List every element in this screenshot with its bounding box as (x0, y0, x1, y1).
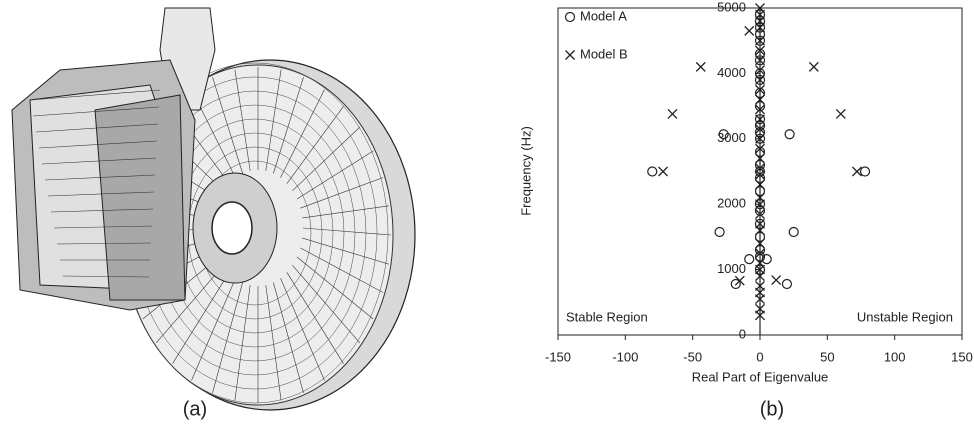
y-tick-label: 0 (739, 326, 746, 341)
point (648, 167, 657, 176)
point (659, 167, 668, 176)
point (772, 276, 781, 285)
x-tick-label: -100 (612, 349, 638, 364)
point (745, 255, 754, 264)
x-axis-label: Real Part of Eigenvalue (692, 369, 829, 384)
point (715, 227, 724, 236)
x-tick-label: -50 (683, 349, 702, 364)
y-tick-label: 1000 (717, 261, 746, 276)
legend-label: Model B (580, 46, 628, 61)
figure: (a) (b) Real Part of Eigenvalue Frequenc… (0, 0, 974, 426)
y-tick-label: 5000 (717, 0, 746, 14)
legend-marker (566, 13, 575, 22)
point (745, 26, 754, 35)
point (782, 279, 791, 288)
x-tick-label: 100 (884, 349, 906, 364)
x-tick-label: 150 (951, 349, 973, 364)
x-tick-label: -150 (545, 349, 571, 364)
y-tick-label: 2000 (717, 196, 746, 211)
point (785, 130, 794, 139)
point (809, 62, 818, 71)
annotation: Unstable Region (857, 309, 953, 324)
panel-label: (a) (183, 398, 207, 420)
legend-label: Model A (580, 8, 627, 23)
point (836, 109, 845, 118)
brake-model-image (12, 8, 415, 410)
y-axis-label: Frequency (Hz) (518, 126, 533, 216)
panel-label: (b) (760, 398, 784, 420)
point (789, 227, 798, 236)
point (861, 167, 870, 176)
x-tick-label: 0 (756, 349, 763, 364)
x-tick-label: 50 (820, 349, 834, 364)
point (696, 62, 705, 71)
annotation: Stable Region (566, 309, 648, 324)
y-tick-label: 4000 (717, 65, 746, 80)
legend-marker (566, 51, 575, 60)
point (668, 109, 677, 118)
